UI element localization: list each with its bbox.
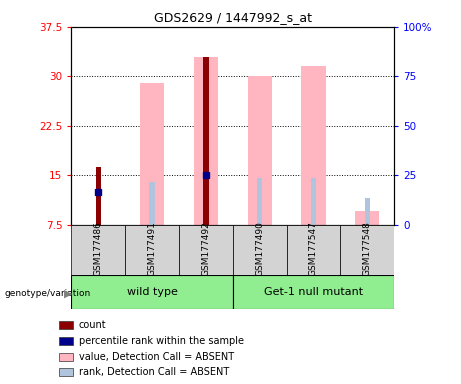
Text: GSM177490: GSM177490	[255, 221, 264, 276]
Bar	[71, 225, 125, 275]
Bar	[287, 225, 340, 275]
Text: Get-1 null mutant: Get-1 null mutant	[264, 287, 363, 297]
Text: ▶: ▶	[64, 289, 72, 299]
Bar	[311, 179, 316, 225]
Bar	[365, 198, 370, 225]
Text: GSM177547: GSM177547	[309, 221, 318, 276]
Bar	[203, 175, 208, 225]
Bar	[59, 337, 73, 345]
Bar	[355, 212, 379, 225]
Bar	[140, 83, 164, 225]
Bar	[203, 56, 208, 225]
Bar	[248, 76, 272, 225]
Bar	[257, 179, 262, 225]
Bar	[59, 353, 73, 361]
Bar	[59, 368, 73, 376]
Text: GSM177548: GSM177548	[363, 221, 372, 276]
Bar	[125, 225, 179, 275]
Text: rank, Detection Call = ABSENT: rank, Detection Call = ABSENT	[79, 367, 229, 377]
Bar	[96, 167, 101, 225]
Bar	[301, 66, 325, 225]
Text: GSM177491: GSM177491	[148, 221, 157, 276]
Text: genotype/variation: genotype/variation	[5, 289, 91, 298]
Bar	[340, 225, 394, 275]
Title: GDS2629 / 1447992_s_at: GDS2629 / 1447992_s_at	[154, 11, 312, 24]
Text: GSM177486: GSM177486	[94, 221, 103, 276]
Bar	[71, 275, 233, 309]
Bar	[179, 225, 233, 275]
Text: count: count	[79, 320, 106, 330]
Bar	[149, 182, 155, 225]
Bar	[233, 275, 394, 309]
Text: percentile rank within the sample: percentile rank within the sample	[79, 336, 244, 346]
Text: GSM177492: GSM177492	[201, 221, 210, 276]
Bar	[233, 225, 287, 275]
Text: wild type: wild type	[127, 287, 177, 297]
Bar	[59, 321, 73, 329]
Bar	[194, 56, 218, 225]
Text: value, Detection Call = ABSENT: value, Detection Call = ABSENT	[79, 352, 234, 362]
